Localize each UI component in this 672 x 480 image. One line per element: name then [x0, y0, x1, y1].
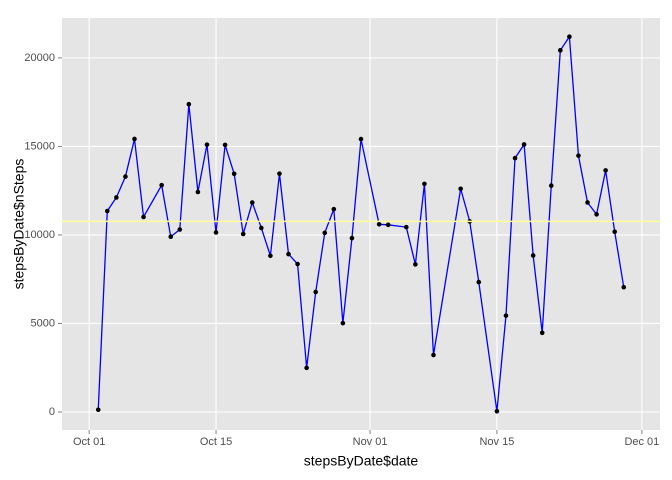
data-point [168, 234, 174, 240]
data-point [349, 235, 355, 241]
data-point [612, 229, 617, 234]
data-point [621, 284, 627, 290]
x-axis-title: stepsByDate$date [304, 453, 419, 469]
y-tick-label: 20000 [24, 52, 55, 64]
data-point [603, 168, 608, 173]
data-point [494, 408, 500, 414]
data-point [331, 206, 337, 212]
plot-panel [62, 18, 660, 430]
data-point [322, 230, 328, 236]
data-point [521, 142, 527, 147]
data-point [431, 352, 436, 358]
data-point [95, 407, 101, 413]
x-tick-label: Oct 15 [200, 436, 232, 448]
data-point [358, 136, 364, 142]
y-tick-label: 10000 [24, 229, 55, 241]
data-point [404, 224, 409, 230]
data-point [231, 171, 237, 177]
data-point [259, 225, 264, 231]
data-point [567, 34, 572, 40]
y-tick-label: 5000 [31, 317, 55, 329]
x-tick-label: Oct 01 [73, 436, 105, 448]
data-point [249, 200, 255, 205]
data-point [304, 365, 309, 371]
data-point [177, 227, 183, 232]
data-point [186, 101, 192, 107]
data-point [376, 222, 382, 227]
data-point [340, 320, 346, 326]
data-point [503, 313, 509, 318]
y-axis-title: stepsByDate$nSteps [11, 159, 27, 290]
data-point [159, 182, 164, 188]
x-tick-label: Dec 01 [624, 436, 659, 448]
data-point [594, 212, 599, 217]
data-point [268, 253, 273, 259]
data-point [576, 153, 581, 158]
data-point [195, 189, 201, 195]
data-point [313, 289, 318, 295]
data-point [286, 251, 291, 257]
data-point [141, 214, 146, 220]
data-point [585, 200, 590, 205]
data-point [213, 230, 219, 235]
data-point [277, 171, 282, 176]
data-point [295, 261, 300, 267]
x-tick-label: Nov 01 [353, 436, 388, 448]
data-point [476, 279, 482, 285]
y-tick-label: 15000 [24, 140, 55, 152]
data-point [413, 262, 418, 267]
data-point [132, 136, 137, 142]
data-point [385, 222, 391, 228]
data-point [222, 142, 228, 148]
data-point [204, 142, 210, 147]
data-point [539, 330, 545, 336]
data-point [530, 253, 536, 258]
data-point [558, 48, 563, 53]
data-point [422, 181, 427, 187]
data-point [458, 186, 463, 192]
y-tick-label: 0 [49, 406, 55, 418]
data-point [105, 208, 110, 214]
data-point [548, 183, 554, 188]
data-point [123, 174, 128, 179]
data-point [114, 195, 119, 200]
x-tick-label: Nov 15 [479, 436, 514, 448]
data-point [240, 231, 246, 237]
data-point [512, 155, 518, 161]
